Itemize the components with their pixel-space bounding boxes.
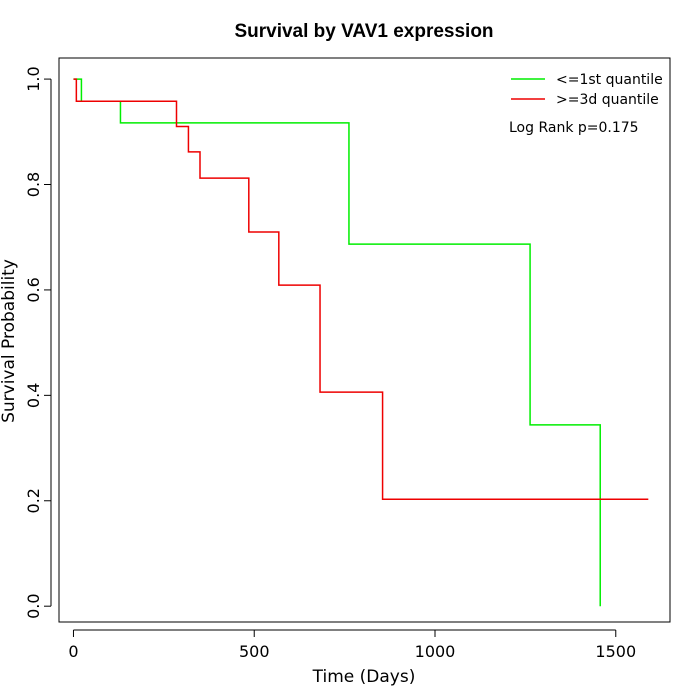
x-tick-label: 1500 — [595, 642, 636, 661]
y-tick-label: 0.2 — [24, 488, 43, 513]
series-line-1 — [73, 78, 601, 607]
y-axis: 0.0 0.2 0.4 0.6 0.8 1.0 — [24, 66, 52, 619]
x-tick-label: 500 — [239, 642, 270, 661]
x-tick-label: 0 — [68, 642, 78, 661]
legend-label-2: >=3d quantile — [556, 92, 659, 108]
y-tick-label: 1.0 — [24, 66, 43, 91]
y-tick-label: 0.0 — [24, 593, 43, 618]
y-tick-label: 0.8 — [24, 172, 43, 197]
x-tick-label: 1000 — [415, 642, 456, 661]
y-axis-label: Survival Probability — [0, 259, 19, 423]
legend-label-1: <=1st quantile — [556, 72, 663, 88]
x-axis: 0 500 1000 1500 — [68, 629, 636, 661]
legend: <=1st quantile >=3d quantile — [511, 72, 663, 108]
series-line-2 — [73, 78, 649, 500]
y-tick-label: 0.6 — [24, 277, 43, 302]
y-tick-label: 0.4 — [24, 383, 43, 408]
log-rank-annotation: Log Rank p=0.175 — [509, 120, 639, 136]
chart-title: Survival by VAV1 expression — [234, 21, 493, 42]
plot-frame — [58, 57, 671, 623]
x-axis-label: Time (Days) — [312, 667, 416, 687]
series-layer — [73, 78, 649, 607]
